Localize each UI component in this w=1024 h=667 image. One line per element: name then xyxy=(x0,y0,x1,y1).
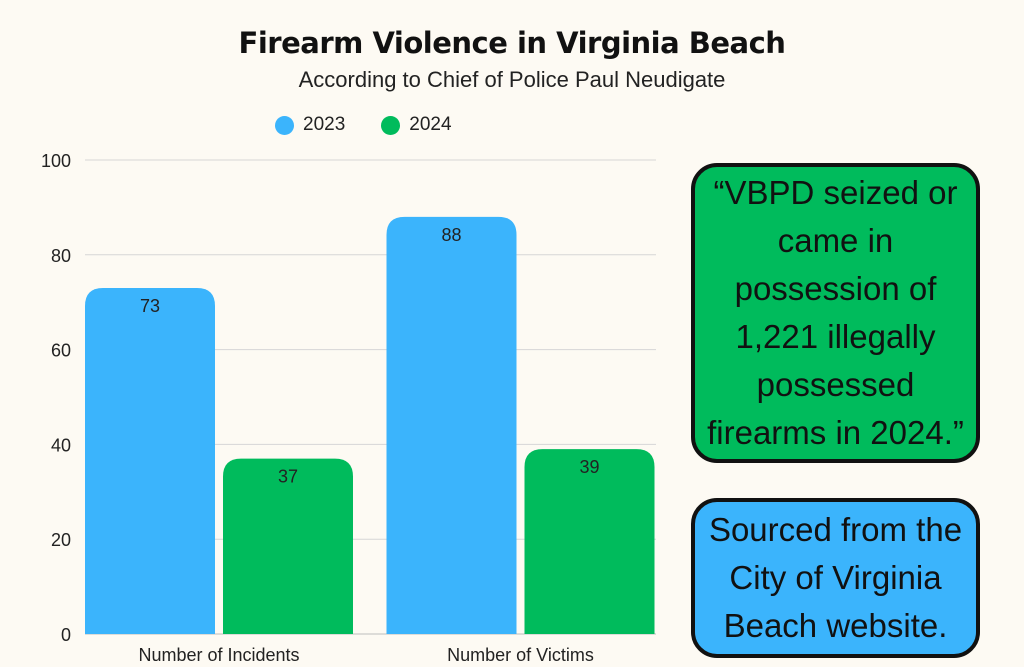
y-tick-label: 60 xyxy=(51,341,71,361)
chart-subtitle: According to Chief of Police Paul Neudig… xyxy=(298,67,726,92)
legend-swatch-2023 xyxy=(275,115,294,135)
y-tick-label: 80 xyxy=(51,246,71,266)
bar-2023-0 xyxy=(85,287,215,634)
bar-2024-0 xyxy=(223,458,353,634)
y-tick-label: 100 xyxy=(41,151,71,171)
legend-item-2023: 2023 xyxy=(275,114,345,136)
x-tick-label: Number of Victims xyxy=(447,645,594,665)
legend-label-2023: 2023 xyxy=(303,114,346,135)
chart-title: Firearm Violence in Virginia Beach xyxy=(238,26,786,60)
bar-2024-1 xyxy=(524,449,655,634)
y-tick-label: 20 xyxy=(51,530,71,550)
legend-swatch-2024 xyxy=(381,115,401,135)
x-tick-label: Number of Incidents xyxy=(138,645,299,665)
bar-2023-1 xyxy=(386,216,517,634)
y-tick-label: 40 xyxy=(51,435,71,455)
quote-text: “VBPD seized or came in possession of 1,… xyxy=(707,174,964,451)
data-label: 73 xyxy=(140,296,160,316)
data-label: 37 xyxy=(278,467,298,487)
y-tick-label: 0 xyxy=(61,625,71,645)
legend: 2023 2024 xyxy=(275,114,452,136)
data-label: 88 xyxy=(441,225,461,245)
data-label: 39 xyxy=(579,457,599,477)
source-box: Sourced from the City of Virginia Beach … xyxy=(691,498,980,658)
source-text: Sourced from the City of Virginia Beach … xyxy=(708,511,963,644)
quote-box: “VBPD seized or came in possession of 1,… xyxy=(691,163,980,463)
bar-chart: 0 20 40 60 80 100 73 37 Number of Incidents 88 39 N… xyxy=(41,151,656,665)
legend-item-2024: 2024 xyxy=(381,114,452,136)
legend-label-2024: 2024 xyxy=(409,114,452,135)
